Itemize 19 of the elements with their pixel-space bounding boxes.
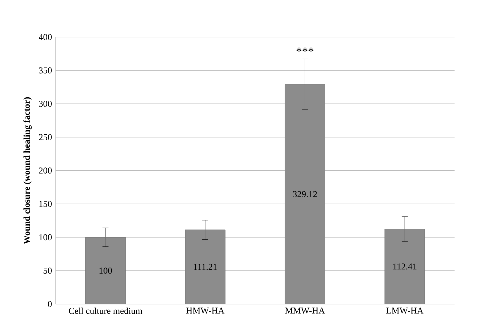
y-axis-title: Wound closure (wound healing factor) bbox=[24, 98, 32, 244]
y-tick-label: 250 bbox=[39, 134, 52, 140]
x-tick-label: LMW-HA bbox=[386, 308, 424, 314]
y-tick-label: 200 bbox=[39, 168, 52, 174]
y-tick-label: 50 bbox=[44, 268, 52, 274]
x-tick-label: MMW-HA bbox=[286, 308, 326, 314]
x-tick-label: HMW-HA bbox=[186, 308, 225, 314]
x-tick-label: Cell culture medium bbox=[69, 308, 143, 314]
y-tick-label: 400 bbox=[39, 34, 52, 40]
y-tick-label: 150 bbox=[40, 201, 52, 208]
y-tick-label: 350 bbox=[39, 68, 52, 74]
y-tick-label: 0 bbox=[48, 301, 52, 308]
y-tick-label: 100 bbox=[40, 234, 52, 241]
data-label: 111.21 bbox=[194, 264, 217, 270]
data-label: 112.41 bbox=[394, 264, 417, 270]
data-label: 100 bbox=[100, 268, 112, 274]
annotation: *** bbox=[296, 48, 314, 52]
data-label: 329.12 bbox=[293, 191, 318, 198]
y-tick-label: 300 bbox=[39, 101, 52, 108]
